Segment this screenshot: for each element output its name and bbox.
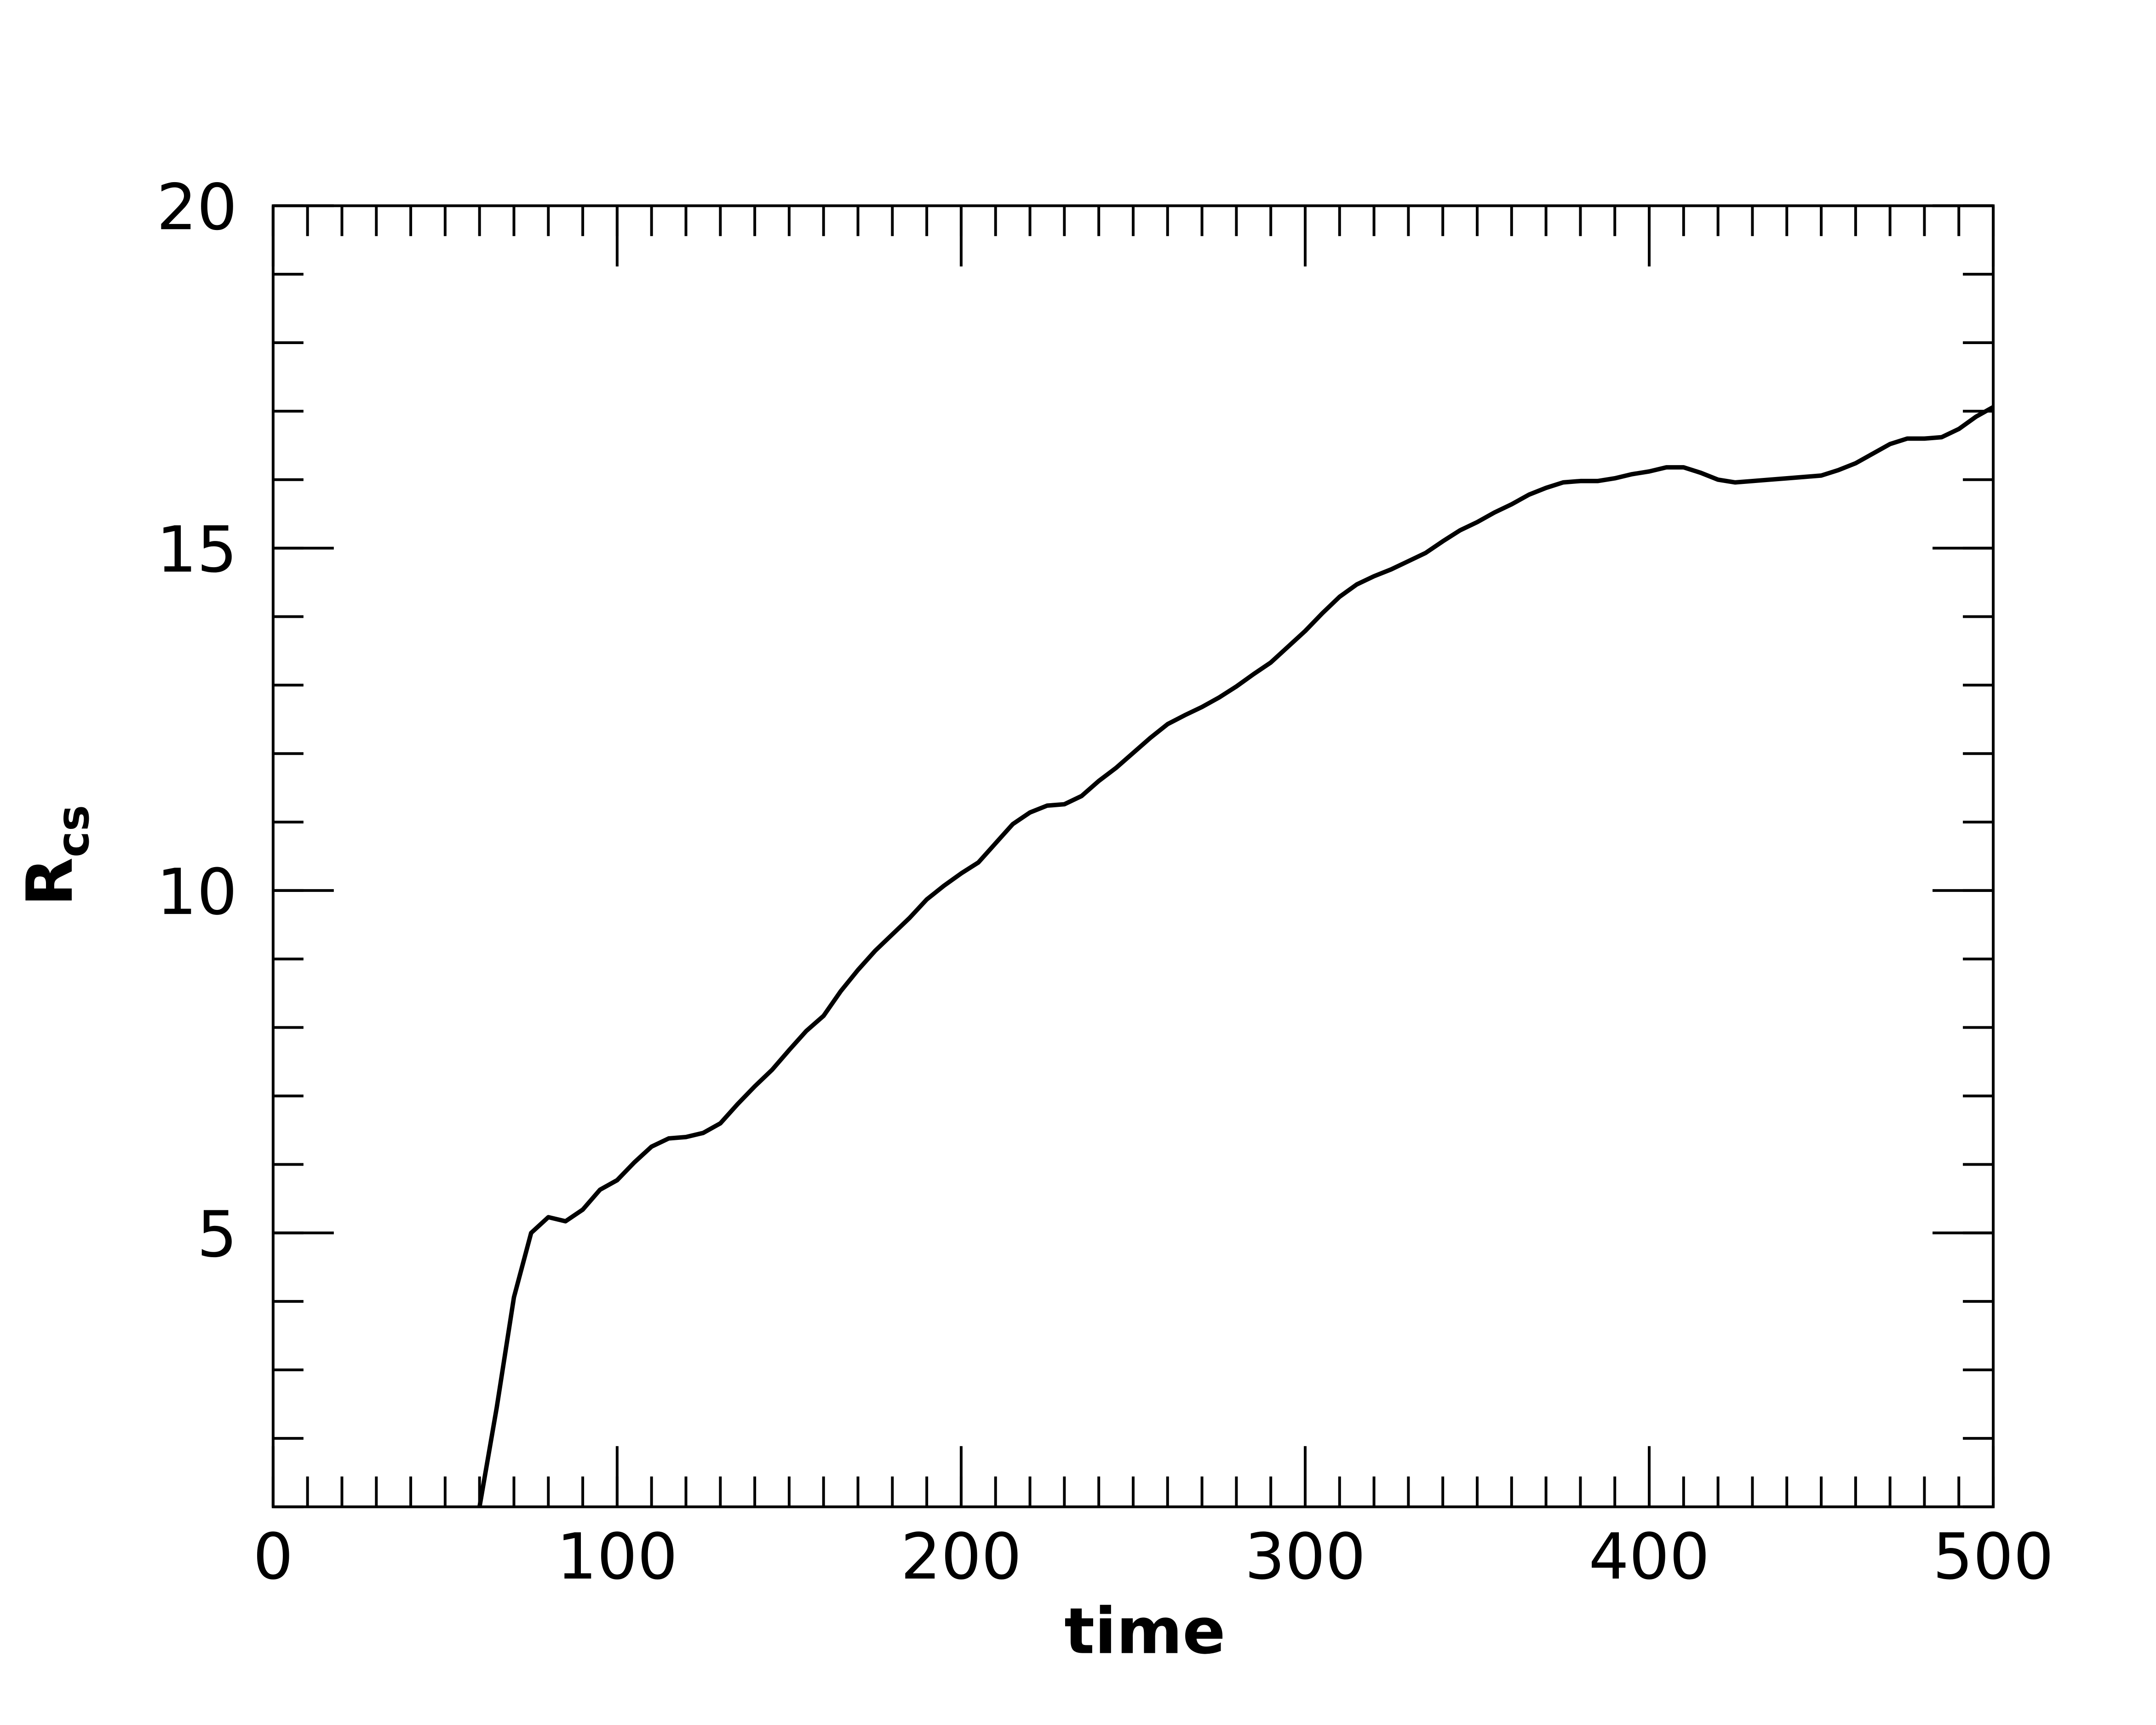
x-tick-label: 500 (1932, 1520, 2053, 1594)
y-axis-label: Rcs (13, 805, 99, 906)
y-tick-label: 5 (197, 1197, 237, 1271)
y-tick-label: 10 (156, 855, 237, 929)
data-line (477, 405, 1995, 1507)
y-axis-label-main: R (13, 857, 87, 906)
plot-frame (271, 204, 1995, 1508)
x-tick-label: 0 (253, 1520, 293, 1594)
y-axis-label-subscript: cs (47, 805, 99, 857)
y-tick-label: 20 (156, 170, 237, 244)
x-tick-label: 300 (1244, 1520, 1365, 1594)
x-tick-label: 100 (556, 1520, 677, 1594)
x-tick-label: 200 (900, 1520, 1021, 1594)
y-tick-label: 15 (156, 513, 237, 587)
y-axis-label-group: Rcs (13, 805, 99, 906)
x-axis-label: time (1064, 1594, 1226, 1668)
x-tick-label: 400 (1588, 1520, 1709, 1594)
